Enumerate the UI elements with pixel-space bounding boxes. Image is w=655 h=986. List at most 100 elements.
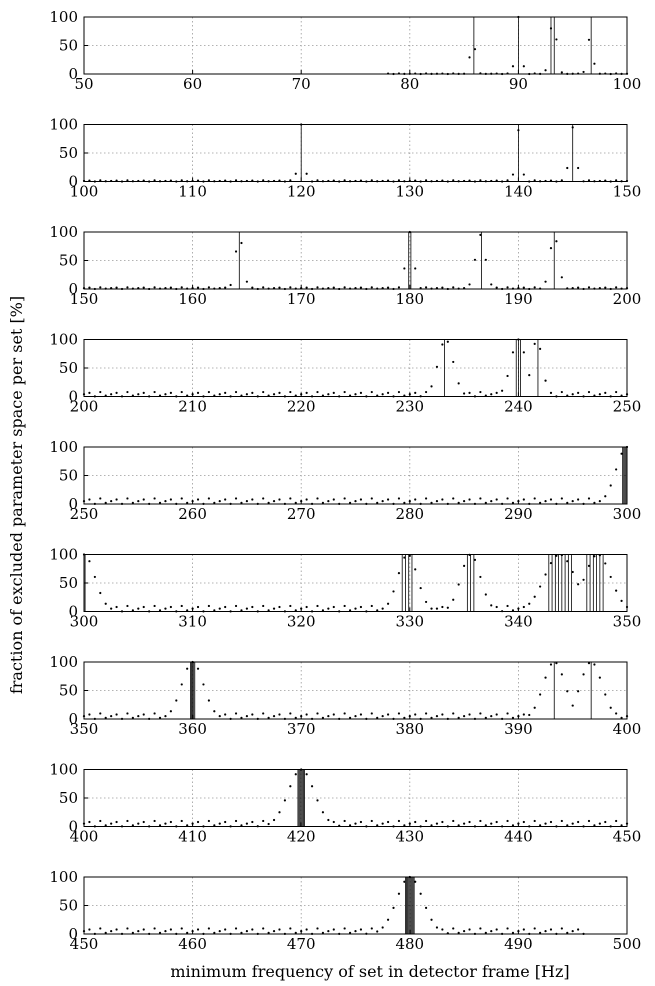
data-point — [593, 555, 596, 558]
data-point — [213, 931, 216, 934]
data-point — [338, 395, 341, 398]
data-point — [148, 717, 151, 720]
data-point — [169, 605, 172, 609]
data-point — [240, 716, 243, 719]
panel-4: 200 210 220 230 240 250 0 50 100 — [49, 331, 641, 416]
data-point — [82, 179, 86, 183]
data-point — [104, 931, 107, 934]
y-tick-label: 50 — [59, 252, 78, 270]
data-point — [424, 712, 428, 715]
data-point — [528, 502, 531, 505]
data-point — [609, 287, 612, 291]
data-point — [153, 497, 156, 500]
y-tick-label: 100 — [49, 761, 78, 779]
data-point — [310, 502, 314, 505]
data-point — [517, 822, 520, 825]
data-point — [414, 498, 417, 501]
data-point — [430, 607, 433, 610]
data-point — [376, 716, 379, 719]
data-point — [446, 287, 449, 291]
data-point — [587, 286, 591, 289]
data-point — [240, 394, 243, 397]
data-point — [468, 56, 471, 59]
data-point — [99, 591, 102, 595]
data-point — [359, 713, 363, 716]
data-point — [560, 390, 563, 394]
data-point — [598, 287, 601, 290]
data-point — [501, 825, 504, 828]
data-point — [479, 712, 482, 715]
data-point — [88, 286, 91, 289]
y-tick-label: 50 — [59, 144, 78, 162]
data-point — [321, 394, 325, 397]
x-tick-label: 250 — [70, 505, 99, 523]
data-point — [539, 287, 542, 290]
data-point — [544, 179, 547, 183]
data-point — [93, 717, 96, 720]
data-point — [283, 502, 287, 505]
data-point — [506, 72, 509, 75]
data-point — [386, 286, 390, 289]
data-point — [251, 928, 254, 931]
data-point — [392, 825, 395, 828]
data-point — [115, 286, 118, 289]
data-point — [473, 258, 477, 261]
data-point — [327, 930, 330, 933]
panel-6: 300 310 320 330 340 350 0 50 100 — [49, 546, 641, 631]
data-point — [544, 822, 547, 825]
data-point — [148, 932, 151, 935]
data-point — [115, 713, 118, 716]
data-point — [82, 553, 86, 556]
x-tick-label: 200 — [70, 398, 99, 416]
x-tick-label: 450 — [70, 935, 99, 953]
panel-3: 150 160 170 180 190 200 0 50 100 — [49, 223, 641, 308]
data-point — [495, 820, 498, 824]
data-point — [343, 604, 346, 608]
data-point — [272, 179, 276, 183]
data-point — [110, 179, 113, 183]
data-point — [484, 824, 487, 827]
data-point — [110, 930, 113, 933]
y-axis-label: fraction of excluded parameter space per… — [7, 296, 26, 694]
y-tick-label: 0 — [68, 818, 78, 836]
data-point — [430, 72, 433, 75]
data-point — [495, 605, 498, 609]
data-point — [272, 607, 276, 610]
data-point — [620, 452, 623, 455]
data-point — [343, 712, 346, 715]
data-point — [392, 287, 395, 291]
data-point — [424, 390, 428, 394]
x-tick-label: 190 — [504, 290, 533, 308]
data-point — [435, 500, 439, 503]
data-point — [582, 287, 585, 291]
x-tick-label: 450 — [613, 828, 642, 846]
data-point — [615, 390, 618, 394]
data-point — [625, 179, 629, 183]
data-point — [501, 932, 504, 935]
data-point — [609, 706, 612, 709]
data-point — [593, 394, 596, 397]
data-point — [82, 500, 86, 503]
data-point — [267, 931, 270, 934]
x-tick-label: 300 — [613, 505, 642, 523]
data-point — [191, 930, 194, 933]
data-point — [175, 932, 178, 935]
data-point — [196, 286, 200, 289]
data-point — [224, 391, 227, 394]
x-tick-label: 490 — [504, 935, 533, 953]
data-point — [555, 825, 558, 828]
data-point — [283, 395, 287, 398]
data-point — [202, 395, 205, 398]
data-point — [120, 717, 124, 720]
data-point — [468, 928, 471, 931]
data-point — [262, 604, 265, 608]
data-point — [604, 495, 607, 498]
data-point — [501, 717, 504, 720]
data-point — [609, 484, 612, 487]
data-point — [305, 498, 308, 501]
data-point — [294, 172, 297, 175]
data-point — [539, 824, 542, 827]
data-point — [577, 498, 580, 501]
data-point — [446, 502, 449, 505]
data-point — [300, 715, 303, 718]
